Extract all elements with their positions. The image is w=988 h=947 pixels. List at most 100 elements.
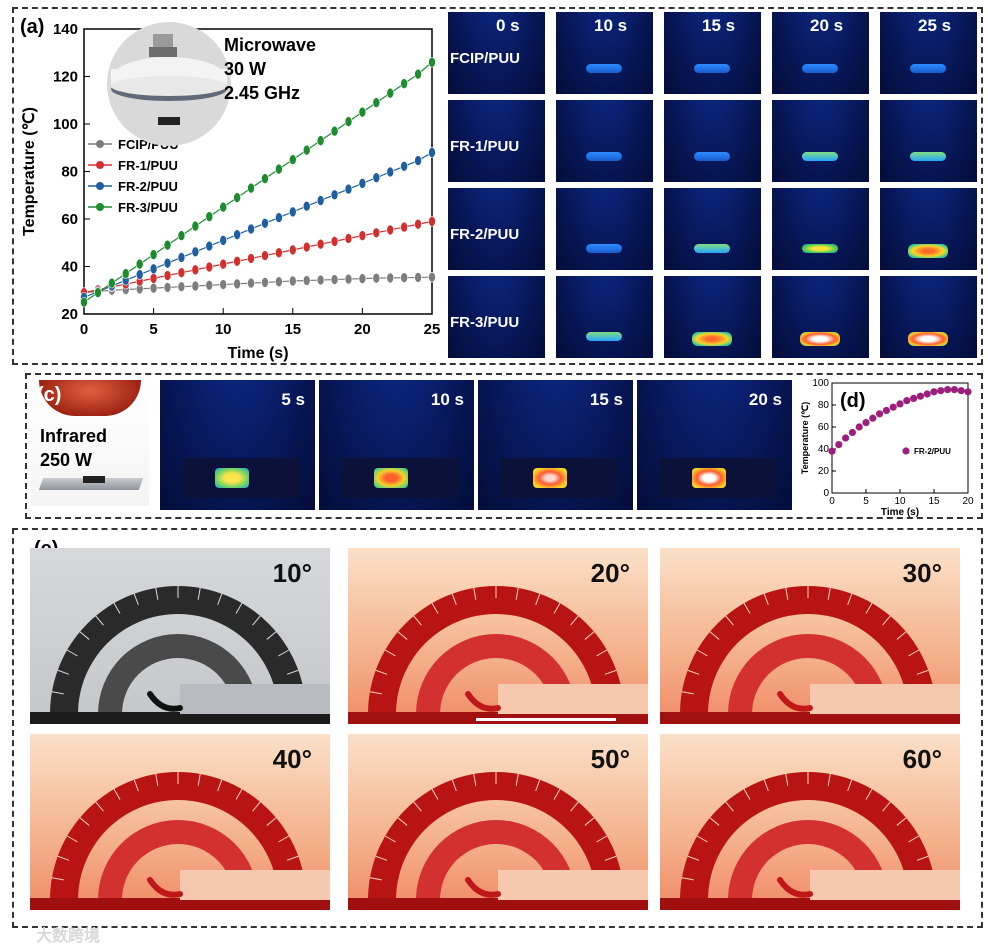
thermal-image-b [664,188,761,270]
sample-label-b: FR-2/PUU [450,226,520,243]
tick [865,602,873,614]
y-tick-label-d: 0 [823,488,829,499]
watermark: 大数跨境 [36,928,101,945]
tick [604,669,617,675]
protractor-photo: 20° [348,548,648,724]
tick [596,649,608,657]
data-point-FCIP/PUU [372,272,381,284]
data-point-FCIP/PUU [414,272,422,283]
data-point-FCIP/PUU [288,275,297,287]
thermal-image-b [448,188,545,270]
tick [66,835,78,843]
data-point-FR-2/PUU [386,166,395,178]
data-point-FR-3/PUU [288,154,297,165]
data-point-FR-2/PUU [316,195,325,206]
data-point-FCIP/PUU [330,274,339,285]
data-point-d [835,441,843,449]
thermal-image-b [664,276,761,358]
data-point-FR-3/PUU [149,249,158,260]
sample-label-b: FCIP/PUU [450,50,521,67]
tick [197,773,201,786]
heat-spot [908,332,948,346]
data-point-FR-2/PUU [149,263,158,275]
data-point-FR-2/PUU [247,223,255,235]
metal-plate [498,870,648,900]
data-point-FR-2/PUU [275,212,283,223]
bent-sample [465,877,501,898]
tick [278,649,290,657]
sample-label-b: FR-3/PUU [450,314,520,331]
tick [155,587,159,600]
data-point-FR-2/PUU [163,257,172,269]
tick [57,669,70,675]
data-point-d [964,388,972,396]
tick [278,835,290,843]
bent-sample [147,691,183,712]
tick [51,691,64,695]
outer-arc [680,772,936,900]
tick [696,835,708,843]
y-tick-label-a: 100 [53,116,78,133]
x-tick-label-a: 10 [215,321,232,338]
data-point-FR-1/PUU [330,236,339,247]
data-point-d [957,387,965,395]
data-point-FCIP/PUU [316,274,325,286]
panel-d-label: (d) [840,390,866,412]
data-point-FR-1/PUU [233,255,241,267]
time-label-c: 15 s [589,390,623,409]
thermal-image-b [556,100,653,182]
y-tick-label-a: 140 [53,21,78,38]
thermal-image-b [880,12,977,94]
tick [155,773,159,786]
heat-spot [586,64,622,73]
data-point-FR-2/PUU [177,252,186,263]
thermal-image-b [772,12,869,94]
data-point-FCIP/PUU [400,272,408,283]
tick [725,801,734,812]
tick [570,801,579,812]
protractor-photo: 60° [660,734,960,910]
base-bar [348,898,648,910]
tick [896,817,907,826]
tick [217,593,223,606]
inner-arc [416,820,576,900]
tick [553,602,561,614]
tick [743,602,751,614]
data-point-FR-1/PUU [428,216,436,227]
thermal-image-b [556,188,653,270]
time-label-b: 0 s [496,16,520,35]
y-axis-title-a: Temperature (℃) [21,107,38,236]
heat-spot [908,244,948,258]
panel-cd-frame [25,373,983,519]
tick [235,788,243,800]
tick [431,788,439,800]
data-point-FR-1/PUU [414,218,422,230]
x-axis-title-d: Time (s) [881,507,919,517]
heat-spot [586,152,622,161]
data-point-FR-2/PUU [330,189,339,201]
angle-label: 20° [590,558,630,588]
tick [896,631,907,640]
time-label-b: 25 s [918,16,952,35]
data-point-FCIP/PUU [261,277,269,288]
tick [827,773,831,786]
data-point-FCIP/PUU [386,272,395,284]
tick [908,835,920,843]
inner-arc [98,634,258,714]
data-point-FR-1/PUU [205,261,214,273]
y-tick-label-d: 20 [818,466,830,477]
data-point-FR-1/PUU [191,264,200,276]
heat-spot [800,332,840,346]
tick [847,593,853,606]
tick [66,649,78,657]
bent-sample [465,691,501,712]
data-point-FR-1/PUU [400,221,408,233]
base-bar [660,712,960,724]
tick [235,602,243,614]
thermal-image-b [880,188,977,270]
tick [604,855,617,861]
data-point-FR-3/PUU [177,230,186,241]
sample-label-b: FR-1/PUU [450,138,520,155]
panel-c-thermal: 5 s 10 s 15 s 20 s [160,380,792,510]
tick [515,587,519,600]
